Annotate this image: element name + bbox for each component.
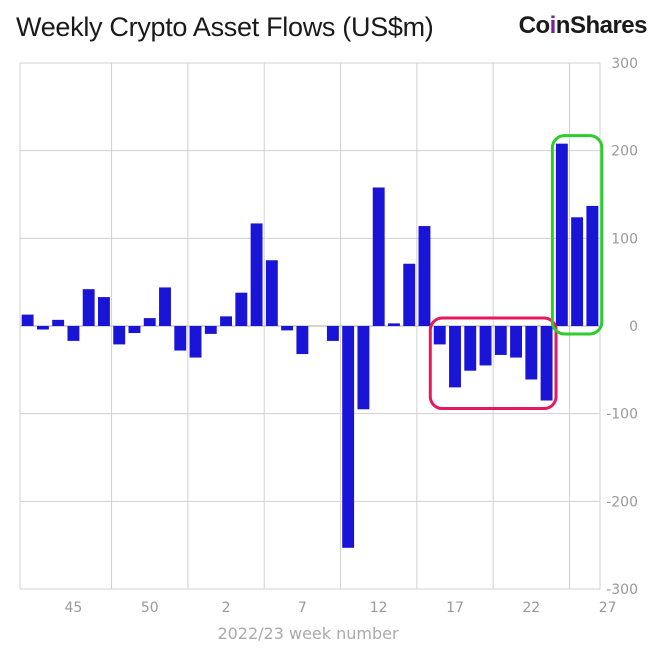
y-tick-label: 300	[611, 56, 638, 72]
bar	[494, 326, 507, 355]
bar	[82, 289, 95, 326]
x-tick-label: 7	[298, 600, 307, 616]
x-tick-label: 50	[141, 600, 159, 616]
y-tick-label: 200	[611, 144, 638, 160]
x-tick-label: 17	[446, 600, 464, 616]
y-tick-label: 100	[611, 231, 638, 247]
bar	[250, 223, 263, 326]
x-tick-label: 2	[222, 600, 231, 616]
bar	[189, 326, 202, 358]
bar	[159, 287, 171, 326]
bar	[387, 323, 400, 326]
bar	[174, 326, 187, 351]
x-axis-ticks: 45 50 2 7 12 17 22 27	[65, 600, 617, 616]
bar	[220, 316, 233, 326]
highlight-boxes	[428, 134, 604, 411]
brand-logo-accent: i	[549, 12, 557, 39]
bar	[479, 326, 492, 366]
bar	[296, 326, 309, 355]
bar	[555, 143, 568, 326]
y-tick-label: -300	[606, 582, 638, 598]
x-tick-label: 27	[599, 600, 617, 616]
inflow-highlight-box	[550, 134, 604, 336]
x-tick-label: 22	[522, 600, 540, 616]
bar	[97, 297, 110, 326]
bar	[265, 260, 278, 326]
brand-logo: CoinShares	[518, 12, 648, 39]
x-axis-label: 2022/23 week number	[217, 624, 399, 643]
bar	[525, 326, 538, 380]
bar	[418, 226, 431, 326]
y-axis-ticks: 300 200 100 0 -100 -200 -300	[606, 56, 638, 598]
y-tick-label: -100	[606, 407, 638, 423]
bar	[403, 263, 416, 326]
bar	[204, 326, 217, 334]
y-tick-label: 0	[629, 319, 638, 335]
bar	[449, 326, 461, 388]
chart-title: Weekly Crypto Asset Flows (US$m)	[16, 12, 434, 42]
bar	[128, 326, 141, 334]
bar	[571, 217, 584, 326]
bar	[36, 326, 49, 330]
bar	[357, 326, 370, 410]
bar	[235, 292, 248, 326]
bar	[143, 318, 156, 326]
bar	[540, 326, 553, 401]
bar	[326, 326, 339, 341]
bar	[342, 326, 355, 548]
bar	[113, 326, 126, 345]
bar-series	[21, 143, 599, 548]
y-tick-label: -200	[606, 494, 638, 510]
x-tick-label: 45	[65, 600, 83, 616]
bar	[67, 326, 80, 341]
x-tick-label: 12	[370, 600, 388, 616]
bar	[464, 326, 477, 371]
bar	[281, 326, 294, 331]
bar	[372, 187, 385, 326]
bar	[433, 326, 446, 345]
bar	[510, 326, 523, 358]
bar	[586, 205, 599, 326]
bar	[52, 319, 65, 326]
outflow-highlight-box	[428, 316, 558, 411]
bar	[21, 314, 34, 326]
